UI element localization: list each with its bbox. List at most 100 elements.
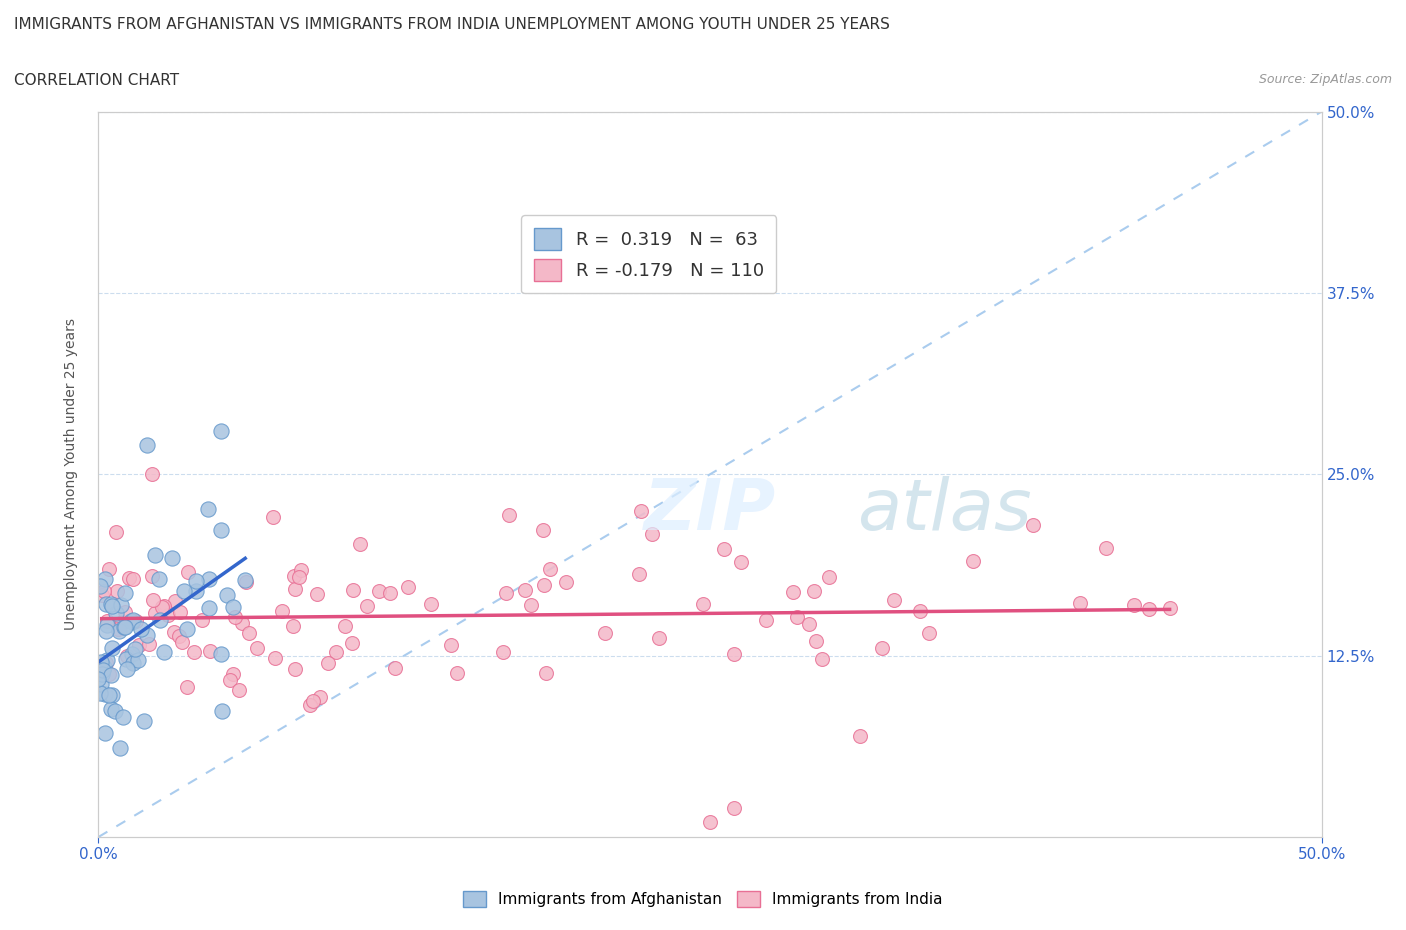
Immigrants from India <box>150 600 173 615</box>
Immigrants from Afghanistan <box>120 614 142 629</box>
Immigrants from Afghanistan <box>136 438 159 453</box>
Immigrants from India <box>699 815 721 830</box>
Immigrants from Afghanistan <box>132 713 155 728</box>
Immigrants from India <box>190 613 212 628</box>
Immigrants from Afghanistan <box>117 661 139 676</box>
Immigrants from Afghanistan <box>197 600 219 615</box>
Immigrants from India <box>176 680 198 695</box>
Immigrants from Afghanistan <box>90 676 112 691</box>
Immigrants from Afghanistan <box>149 613 172 628</box>
Immigrants from Afghanistan <box>90 655 112 670</box>
Immigrants from India <box>384 660 406 675</box>
Immigrants from India <box>169 604 191 619</box>
Immigrants from India <box>782 585 804 600</box>
Immigrants from India <box>1137 602 1160 617</box>
Immigrants from India <box>228 683 250 698</box>
Immigrants from Afghanistan <box>114 619 136 634</box>
Immigrants from India <box>755 612 778 627</box>
Immigrants from India <box>219 672 242 687</box>
Immigrants from India <box>342 582 364 597</box>
Immigrants from Afghanistan <box>111 710 134 724</box>
Immigrants from India <box>368 584 391 599</box>
Immigrants from India <box>224 610 246 625</box>
Immigrants from India <box>302 694 325 709</box>
Immigrants from India <box>177 565 200 579</box>
Immigrants from India <box>163 594 186 609</box>
Immigrants from India <box>533 523 555 538</box>
Immigrants from India <box>90 588 112 603</box>
Immigrants from India <box>97 667 120 682</box>
Immigrants from Afghanistan <box>122 656 145 671</box>
Immigrants from India <box>811 651 834 666</box>
Text: ZIP: ZIP <box>644 476 776 545</box>
Immigrants from Afghanistan <box>222 599 245 614</box>
Immigrants from India <box>340 636 363 651</box>
Immigrants from Afghanistan <box>110 598 132 613</box>
Immigrants from India <box>128 637 150 652</box>
Immigrants from Afghanistan <box>209 646 232 661</box>
Immigrants from India <box>1122 598 1144 613</box>
Immigrants from India <box>849 728 872 743</box>
Immigrants from India <box>420 596 443 611</box>
Immigrants from India <box>163 625 186 640</box>
Immigrants from Afghanistan <box>135 628 157 643</box>
Immigrants from Afghanistan <box>100 668 122 683</box>
Immigrants from Afghanistan <box>100 688 122 703</box>
Immigrants from India <box>335 618 357 633</box>
Immigrants from India <box>630 503 652 518</box>
Immigrants from India <box>1069 595 1091 610</box>
Immigrants from Afghanistan <box>96 653 118 668</box>
Immigrants from India <box>804 633 827 648</box>
Immigrants from India <box>125 613 148 628</box>
Immigrants from Afghanistan <box>121 614 143 629</box>
Immigrants from India <box>283 568 305 583</box>
Immigrants from India <box>105 584 128 599</box>
Immigrants from India <box>883 592 905 607</box>
Immigrants from India <box>117 648 139 663</box>
Immigrants from India <box>235 575 257 590</box>
Immigrants from India <box>284 581 307 596</box>
Immigrants from India <box>142 593 165 608</box>
Immigrants from Afghanistan <box>114 586 136 601</box>
Immigrants from India <box>910 604 932 618</box>
Immigrants from India <box>356 598 378 613</box>
Immigrants from India <box>143 606 166 621</box>
Immigrants from Afghanistan <box>104 704 127 719</box>
Immigrants from India <box>122 571 145 586</box>
Immigrants from India <box>648 631 671 645</box>
Immigrants from India <box>198 644 221 658</box>
Immigrants from India <box>918 625 941 640</box>
Immigrants from India <box>692 596 714 611</box>
Immigrants from India <box>141 467 163 482</box>
Immigrants from Afghanistan <box>209 523 232 538</box>
Text: IMMIGRANTS FROM AFGHANISTAN VS IMMIGRANTS FROM INDIA UNEMPLOYMENT AMONG YOUTH UN: IMMIGRANTS FROM AFGHANISTAN VS IMMIGRANT… <box>14 17 890 32</box>
Immigrants from India <box>172 635 194 650</box>
Immigrants from India <box>96 614 118 629</box>
Immigrants from India <box>495 586 517 601</box>
Immigrants from India <box>380 586 402 601</box>
Immigrants from India <box>94 656 117 671</box>
Immigrants from India <box>533 578 555 592</box>
Immigrants from Afghanistan <box>93 660 115 675</box>
Immigrants from Afghanistan <box>94 623 117 638</box>
Immigrants from India <box>238 625 260 640</box>
Immigrants from India <box>962 554 984 569</box>
Immigrants from Afghanistan <box>94 597 117 612</box>
Immigrants from India <box>325 645 347 660</box>
Immigrants from Afghanistan <box>112 619 135 634</box>
Immigrants from India <box>440 637 463 652</box>
Immigrants from Afghanistan <box>215 588 238 603</box>
Immigrants from Afghanistan <box>173 583 195 598</box>
Immigrants from Afghanistan <box>124 642 146 657</box>
Immigrants from India <box>183 644 205 659</box>
Immigrants from India <box>520 597 543 612</box>
Immigrants from India <box>627 566 650 581</box>
Immigrants from Afghanistan <box>108 623 131 638</box>
Immigrants from Afghanistan <box>198 571 221 586</box>
Immigrants from India <box>309 690 332 705</box>
Immigrants from India <box>730 554 752 569</box>
Immigrants from India <box>169 629 191 644</box>
Immigrants from India <box>138 636 160 651</box>
Immigrants from India <box>803 583 825 598</box>
Immigrants from India <box>141 568 163 583</box>
